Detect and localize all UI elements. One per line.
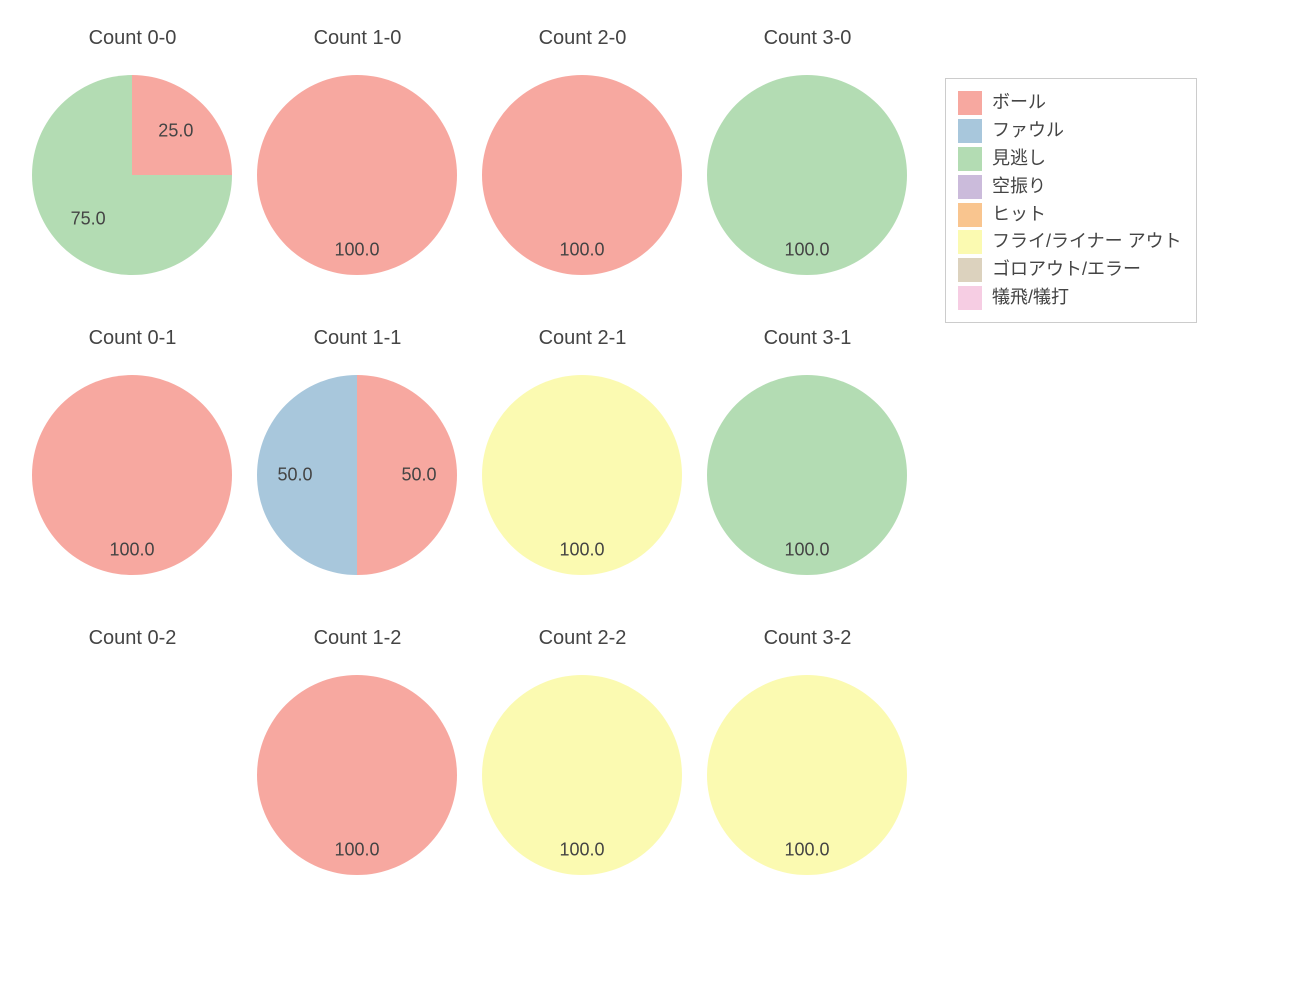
pie-title: Count 0-1 [20, 327, 245, 350]
pie-cell: Count 2-1 100.0 [470, 315, 695, 615]
pie-slice-label: 100.0 [559, 240, 604, 261]
legend-swatch [958, 175, 982, 199]
pie-title: Count 1-0 [245, 27, 470, 50]
legend-swatch [958, 203, 982, 227]
legend-item: ヒット [958, 201, 1182, 229]
pie-title: Count 2-0 [470, 27, 695, 50]
pie-wrap: 100.0 [257, 75, 457, 275]
pie-title: Count 1-2 [245, 627, 470, 650]
pie-wrap: 100.0 [707, 675, 907, 875]
pie-cell: Count 2-0 100.0 [470, 15, 695, 315]
legend-label: ゴロアウト/エラー [992, 256, 1141, 284]
legend-item: ゴロアウト/エラー [958, 256, 1182, 284]
pie-title: Count 0-0 [20, 27, 245, 50]
legend-item: 犠飛/犠打 [958, 284, 1182, 312]
legend-swatch [958, 147, 982, 171]
pie [32, 75, 232, 275]
pie-cell: Count 2-2 100.0 [470, 615, 695, 915]
pie-wrap: 100.0 [482, 675, 682, 875]
legend-swatch [958, 258, 982, 282]
legend-swatch [958, 230, 982, 254]
pie-wrap: 50.0 50.0 [257, 375, 457, 575]
legend-label: ファウル [992, 117, 1064, 145]
pie-cell: Count 1-2 100.0 [245, 615, 470, 915]
pie-wrap: 100.0 [32, 375, 232, 575]
legend-label: ヒット [992, 201, 1046, 229]
pie-slice-label: 100.0 [784, 540, 829, 561]
pie-title: Count 2-1 [470, 327, 695, 350]
pie-wrap: 100.0 [482, 75, 682, 275]
legend-item: フライ/ライナー アウト [958, 228, 1182, 256]
legend-label: 犠飛/犠打 [992, 284, 1069, 312]
pie-cell: Count 0-0 25.0 75.0 [20, 15, 245, 315]
pie-title: Count 3-2 [695, 627, 920, 650]
pie-wrap: 100.0 [257, 675, 457, 875]
pie-slice-label: 100.0 [334, 240, 379, 261]
legend-label: 見逃し [992, 145, 1046, 173]
legend-item: 見逃し [958, 145, 1182, 173]
pie-slice-label: 100.0 [784, 240, 829, 261]
pie-slice-label: 100.0 [334, 840, 379, 861]
pie-slice-label: 75.0 [71, 208, 106, 229]
legend-swatch [958, 119, 982, 143]
pie-cell: Count 3-1 100.0 [695, 315, 920, 615]
legend-label: ボール [992, 89, 1046, 117]
pie-cell: Count 3-2 100.0 [695, 615, 920, 915]
pie-slice-label: 100.0 [559, 540, 604, 561]
legend-swatch [958, 286, 982, 310]
pie-title: Count 3-1 [695, 327, 920, 350]
pie-slice-label: 100.0 [109, 540, 154, 561]
pie-wrap: 25.0 75.0 [32, 75, 232, 275]
pie-wrap: 100.0 [482, 375, 682, 575]
pie-slice-label: 50.0 [401, 465, 436, 486]
legend-item: ボール [958, 89, 1182, 117]
pie-title: Count 3-0 [695, 27, 920, 50]
pie-slice-label: 50.0 [277, 465, 312, 486]
pie-wrap: 100.0 [707, 375, 907, 575]
legend-item: ファウル [958, 117, 1182, 145]
pie-title: Count 0-2 [20, 627, 245, 650]
pie-title: Count 2-2 [470, 627, 695, 650]
legend: ボールファウル見逃し空振りヒットフライ/ライナー アウトゴロアウト/エラー犠飛/… [945, 78, 1197, 323]
pie-slice-label: 100.0 [784, 840, 829, 861]
pie-grid-chart: Count 0-025.075.0Count 1-0100.0Count 2-0… [0, 0, 1300, 1000]
pie-slice-label: 100.0 [559, 840, 604, 861]
pie-cell: Count 0-1 100.0 [20, 315, 245, 615]
pie-title: Count 1-1 [245, 327, 470, 350]
legend-swatch [958, 91, 982, 115]
pie-wrap: 100.0 [707, 75, 907, 275]
pie-slice-label: 25.0 [158, 121, 193, 142]
legend-item: 空振り [958, 173, 1182, 201]
pie-cell: Count 0-2 [20, 615, 245, 915]
pie-cell: Count 1-0 100.0 [245, 15, 470, 315]
legend-label: 空振り [992, 173, 1046, 201]
pie-cell: Count 1-1 50.0 50.0 [245, 315, 470, 615]
pie-cell: Count 3-0 100.0 [695, 15, 920, 315]
legend-label: フライ/ライナー アウト [992, 228, 1182, 256]
